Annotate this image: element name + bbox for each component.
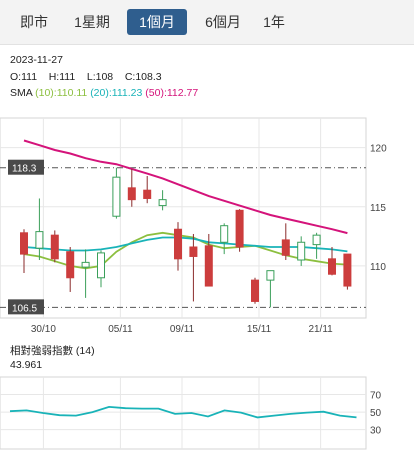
reference-line-label: 118.3	[12, 164, 37, 175]
candle-body	[204, 245, 213, 287]
candlestick	[297, 236, 306, 266]
open-value: O:111	[10, 71, 38, 83]
candlestick	[112, 167, 121, 219]
low-value: L:108	[86, 71, 114, 83]
candlestick	[50, 230, 59, 263]
high-value: H:111	[48, 71, 76, 83]
candlestick	[143, 175, 152, 204]
candle-body	[35, 231, 44, 249]
candlestick	[174, 222, 182, 271]
rsi-plot-frame	[0, 376, 367, 450]
candlestick	[251, 277, 259, 304]
candlestick	[312, 232, 321, 259]
rsi-y-tick-label: 30	[370, 426, 382, 437]
candle-body	[312, 234, 321, 246]
sma-20-legend: (20):111.23	[90, 87, 143, 99]
rsi-y-tick-label: 50	[370, 408, 382, 419]
candlestick	[20, 229, 28, 274]
candlestick	[220, 223, 229, 255]
candle-body	[97, 252, 105, 279]
candlestick	[66, 246, 75, 292]
candle-body	[235, 209, 244, 248]
price-x-tick-label: 15/11	[247, 324, 272, 335]
sma-line-20	[23, 236, 348, 253]
price-x-tick-label: 09/11	[170, 324, 195, 335]
tab-1-week[interactable]: 1星期	[74, 14, 110, 30]
candlestick	[343, 253, 352, 290]
candle-body	[158, 199, 167, 207]
price-chart: 110 115 120 30/10 05/11 09/11 15/11 21/11 118.3 1…	[0, 117, 387, 335]
reference-line-badge	[8, 299, 44, 315]
candle-body	[66, 251, 75, 279]
candlestick	[127, 168, 136, 207]
candle-body	[251, 279, 259, 302]
rsi-title: 相對強弱指數 (14)	[10, 345, 95, 357]
candle-body	[328, 258, 336, 275]
rsi-value: 43.961	[10, 359, 43, 371]
sma-legend: SMA (10):110.11 (20):111.23 (50):112.77	[10, 87, 198, 100]
tab-1-year[interactable]: 1年	[263, 14, 285, 30]
candle-body	[297, 241, 306, 261]
candlestick	[35, 198, 44, 261]
candlestick	[235, 209, 244, 252]
sma-line-50	[23, 139, 348, 235]
ohlc-date: 2023-11-27	[10, 54, 63, 66]
candle-body	[112, 176, 121, 217]
candlestick	[266, 270, 275, 308]
tab-1-month[interactable]: 1個月	[127, 9, 187, 35]
candlestick	[158, 190, 167, 211]
candle-body	[343, 253, 352, 287]
price-y-tick-label: 110	[370, 262, 386, 273]
candle-body	[127, 187, 136, 201]
period-tab-bar: 即市 1星期 1個月 6個月 1年	[0, 0, 414, 45]
candle-body	[20, 232, 28, 255]
reference-line-label: 106.5	[12, 303, 37, 314]
rsi-y-tick-label: 70	[370, 391, 382, 402]
candlestick	[189, 233, 198, 302]
candlestick	[204, 233, 213, 287]
candle-body	[174, 228, 182, 260]
sma-50-legend: (50):112.77	[145, 87, 199, 99]
tab-realtime[interactable]: 即市	[20, 14, 48, 30]
sma-label: SMA	[10, 87, 33, 99]
price-plot-frame	[0, 117, 367, 319]
candle-body	[81, 261, 90, 268]
price-x-tick-label: 30/10	[31, 324, 56, 335]
ohlc-values: O:111 H:111 L:108 C:108.3	[10, 71, 162, 84]
rsi-line	[9, 405, 357, 419]
tab-6-months[interactable]: 6個月	[205, 14, 241, 30]
candle-body	[266, 270, 275, 281]
candle-body	[50, 234, 59, 260]
price-x-tick-label: 05/11	[108, 324, 133, 335]
candle-body	[143, 189, 152, 199]
candlestick	[97, 250, 105, 288]
reference-line-badge	[8, 159, 44, 175]
price-y-tick-label: 115	[370, 203, 386, 214]
price-x-tick-label: 21/11	[308, 324, 333, 335]
close-value: C:108.3	[124, 71, 162, 83]
candle-body	[281, 239, 290, 256]
candle-body	[189, 246, 198, 257]
sma-10-legend: (10):110.11	[35, 87, 88, 99]
candlestick	[81, 249, 90, 298]
price-y-tick-label: 120	[370, 144, 387, 155]
candlestick	[281, 223, 290, 261]
candlestick	[328, 246, 336, 276]
candle-body	[220, 225, 229, 243]
sma-line-10	[23, 231, 348, 270]
